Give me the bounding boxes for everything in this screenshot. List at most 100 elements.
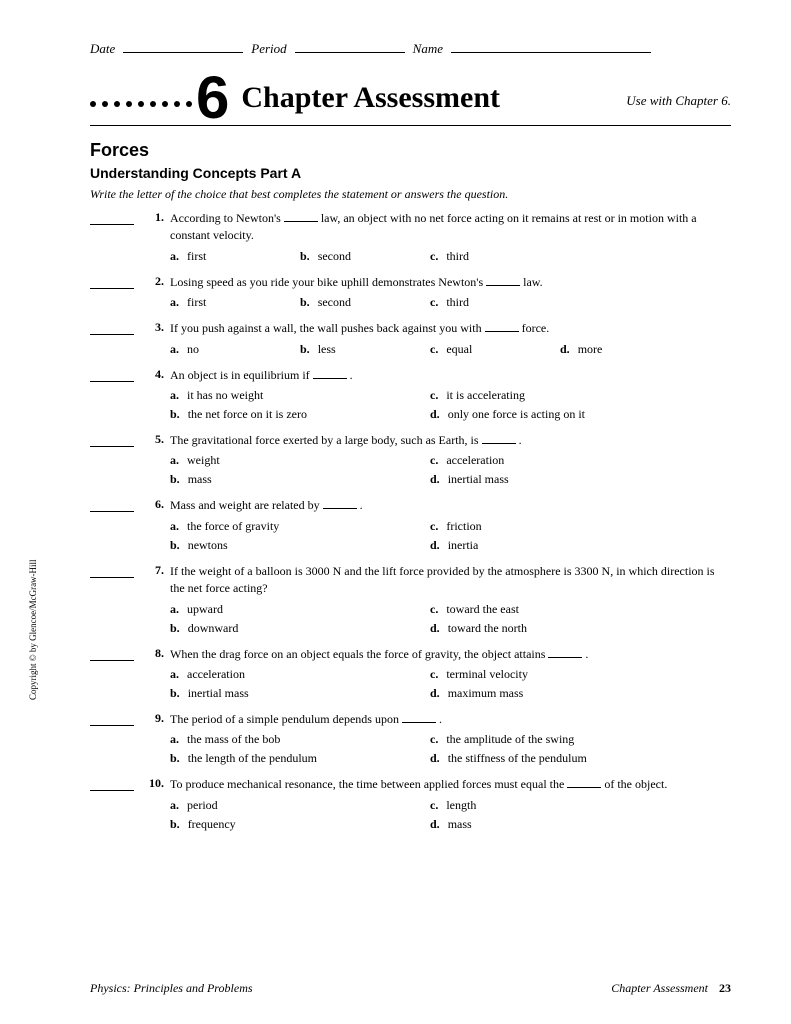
- choice: d.inertia: [430, 538, 690, 553]
- question-text: When the drag force on an object equals …: [170, 646, 731, 663]
- choices: a.it has no weightc.it is acceleratingb.…: [170, 388, 731, 422]
- choice: c.terminal velocity: [430, 667, 690, 682]
- choices: a.firstb.secondc.third: [170, 295, 731, 310]
- question-number: 8.: [144, 646, 164, 663]
- chapter-number: 6: [196, 77, 227, 119]
- choice: b.second: [300, 249, 430, 264]
- choices: a.weightc.accelerationb.massd.inertial m…: [170, 453, 731, 487]
- choice: a.weight: [170, 453, 430, 468]
- choice: b.inertial mass: [170, 686, 430, 701]
- question-text: The gravitational force exerted by a lar…: [170, 432, 731, 449]
- choice: a.first: [170, 249, 300, 264]
- choice: d.toward the north: [430, 621, 690, 636]
- choice: d.maximum mass: [430, 686, 690, 701]
- header-dots: [90, 101, 192, 119]
- choices: a.periodc.lengthb.frequencyd.mass: [170, 798, 731, 832]
- choice: a.it has no weight: [170, 388, 430, 403]
- chapter-title: Chapter Assessment: [241, 83, 500, 119]
- inline-blank: [323, 498, 357, 509]
- name-label: Name: [413, 41, 443, 57]
- choice: c.it is accelerating: [430, 388, 690, 403]
- choices: a.the force of gravityc.frictionb.newton…: [170, 519, 731, 553]
- question-text: To produce mechanical resonance, the tim…: [170, 776, 731, 793]
- choice: b.less: [300, 342, 430, 357]
- choice: b.downward: [170, 621, 430, 636]
- answer-blank[interactable]: [90, 434, 134, 447]
- choice: c.third: [430, 249, 560, 264]
- subsection-title: Understanding Concepts Part A: [90, 165, 731, 181]
- footer: Physics: Principles and Problems Chapter…: [90, 981, 731, 996]
- choice: b.frequency: [170, 817, 430, 832]
- question: 10. To produce mechanical resonance, the …: [90, 776, 731, 793]
- choice: d.the stiffness of the pendulum: [430, 751, 690, 766]
- answer-blank[interactable]: [90, 212, 134, 225]
- footer-right: Chapter Assessment 23: [611, 981, 731, 996]
- question-number: 9.: [144, 711, 164, 728]
- choice: d.only one force is acting on it: [430, 407, 690, 422]
- question: 6. Mass and weight are related by .: [90, 497, 731, 514]
- question-text: If you push against a wall, the wall pus…: [170, 320, 731, 337]
- use-with-note: Use with Chapter 6.: [626, 93, 731, 119]
- question-text: Mass and weight are related by .: [170, 497, 731, 514]
- choice: b.second: [300, 295, 430, 310]
- answer-blank[interactable]: [90, 713, 134, 726]
- question: 4.An object is in equilibrium if .: [90, 367, 731, 384]
- choice: a.the force of gravity: [170, 519, 430, 534]
- header-fields: Date Period Name: [90, 40, 731, 57]
- question-text: The period of a simple pendulum depends …: [170, 711, 731, 728]
- question-number: 3.: [144, 320, 164, 337]
- answer-blank[interactable]: [90, 565, 134, 578]
- questions-container: 1.According to Newton's law, an object w…: [90, 210, 731, 832]
- question: 8. When the drag force on an object equal…: [90, 646, 731, 663]
- inline-blank: [486, 275, 520, 286]
- question: 5.The gravitational force exerted by a l…: [90, 432, 731, 449]
- question: 9. The period of a simple pendulum depend…: [90, 711, 731, 728]
- question-number: 7.: [144, 563, 164, 598]
- answer-blank[interactable]: [90, 499, 134, 512]
- footer-left: Physics: Principles and Problems: [90, 981, 253, 996]
- question-text: If the weight of a balloon is 3000 N and…: [170, 563, 731, 598]
- answer-blank[interactable]: [90, 648, 134, 661]
- section-title: Forces: [90, 140, 731, 161]
- page-number: 23: [719, 981, 731, 995]
- choice: b.newtons: [170, 538, 430, 553]
- name-blank[interactable]: [451, 40, 651, 53]
- copyright-text: Copyright © by Glencoe/McGraw-Hill: [28, 559, 38, 700]
- instructions: Write the letter of the choice that best…: [90, 187, 731, 202]
- choice: a.no: [170, 342, 300, 357]
- answer-blank[interactable]: [90, 778, 134, 791]
- date-blank[interactable]: [123, 40, 243, 53]
- choice: c.acceleration: [430, 453, 690, 468]
- period-label: Period: [251, 41, 286, 57]
- header-rule: [90, 125, 731, 126]
- question: 2.Losing speed as you ride your bike uph…: [90, 274, 731, 291]
- choice: d.more: [560, 342, 690, 357]
- choice: c.friction: [430, 519, 690, 534]
- question-number: 2.: [144, 274, 164, 291]
- choice: c.the amplitude of the swing: [430, 732, 690, 747]
- question: 7.If the weight of a balloon is 3000 N a…: [90, 563, 731, 598]
- question: 3. If you push against a wall, the wall p…: [90, 320, 731, 337]
- question-number: 4.: [144, 367, 164, 384]
- choice: a.upward: [170, 602, 430, 617]
- period-blank[interactable]: [295, 40, 405, 53]
- choice: d.inertial mass: [430, 472, 690, 487]
- question-number: 1.: [144, 210, 164, 245]
- choice: a.first: [170, 295, 300, 310]
- choice: b.the length of the pendulum: [170, 751, 430, 766]
- question: 1.According to Newton's law, an object w…: [90, 210, 731, 245]
- answer-blank[interactable]: [90, 369, 134, 382]
- answer-blank[interactable]: [90, 276, 134, 289]
- page: Date Period Name 6 Chapter Assessment Us…: [0, 0, 791, 872]
- choice: b.mass: [170, 472, 430, 487]
- choice: a.the mass of the bob: [170, 732, 430, 747]
- answer-blank[interactable]: [90, 322, 134, 335]
- choices: a.upwardc.toward the eastb.downwardd.tow…: [170, 602, 731, 636]
- inline-blank: [482, 433, 516, 444]
- choice: d.mass: [430, 817, 690, 832]
- inline-blank: [313, 368, 347, 379]
- choice: a.acceleration: [170, 667, 430, 682]
- question-number: 6.: [144, 497, 164, 514]
- choice: c.length: [430, 798, 690, 813]
- question-number: 10.: [144, 776, 164, 793]
